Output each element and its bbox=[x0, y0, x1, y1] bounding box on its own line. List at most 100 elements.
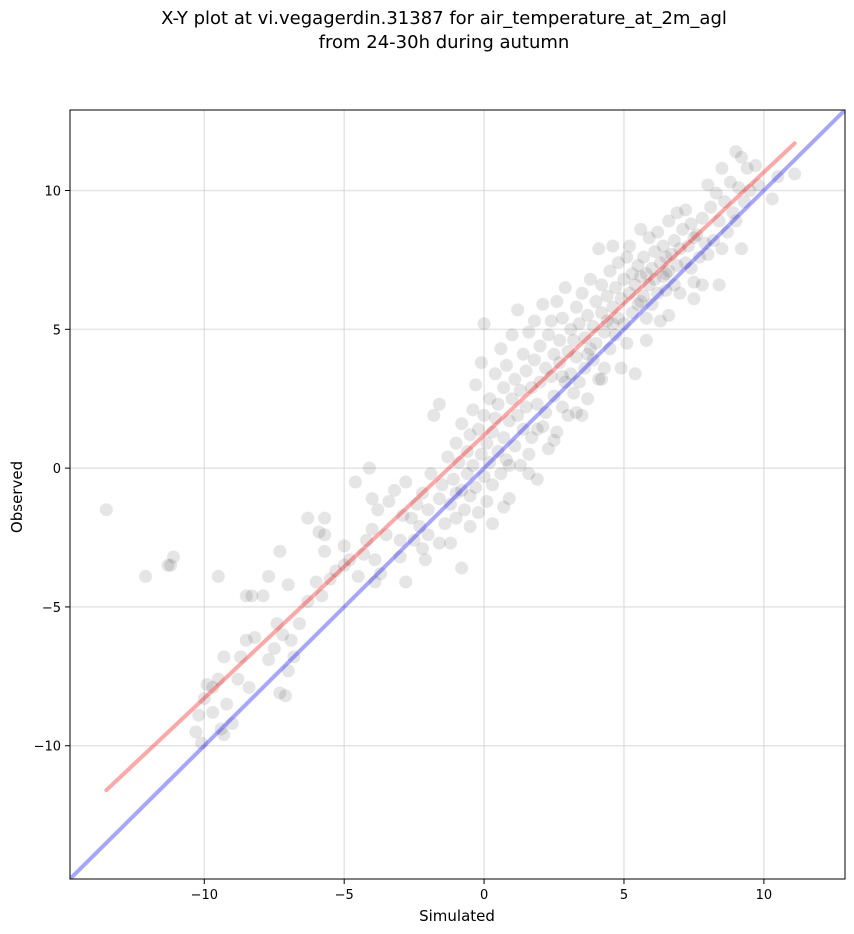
scatter-point bbox=[670, 258, 684, 272]
scatter-point bbox=[516, 422, 530, 436]
scatter-point bbox=[586, 320, 600, 334]
scatter-point bbox=[278, 689, 292, 703]
y-axis-label: Observed bbox=[8, 461, 26, 533]
scatter-point bbox=[609, 328, 623, 342]
scatter-point bbox=[281, 664, 295, 678]
scatter-point bbox=[648, 272, 662, 286]
scatter-point bbox=[667, 278, 681, 292]
scatter-point bbox=[407, 533, 421, 547]
scatter-point bbox=[729, 214, 743, 228]
scatter-point bbox=[315, 589, 329, 603]
scatter-point bbox=[497, 381, 511, 395]
scatter-point bbox=[455, 483, 469, 497]
scatter-point bbox=[351, 569, 365, 583]
x-tick-label: 0 bbox=[480, 888, 488, 903]
scatter-point bbox=[737, 195, 751, 209]
scatter-point bbox=[505, 328, 519, 342]
scatter-point bbox=[444, 497, 458, 511]
scatter-point bbox=[421, 503, 435, 517]
scatter-point bbox=[765, 192, 779, 206]
scatter-point bbox=[530, 397, 544, 411]
scatter-point bbox=[362, 461, 376, 475]
scatter-point bbox=[701, 247, 715, 261]
scatter-point bbox=[432, 492, 446, 506]
scatter-point bbox=[217, 728, 231, 742]
scatter-point bbox=[536, 297, 550, 311]
scatter-point bbox=[452, 456, 466, 470]
x-tick-label: 5 bbox=[620, 888, 628, 903]
scatter-point bbox=[592, 372, 606, 386]
scatter-point bbox=[318, 544, 332, 558]
scatter-point bbox=[611, 256, 625, 270]
scatter-point bbox=[427, 408, 441, 422]
scatter-point bbox=[463, 428, 477, 442]
scatter-point bbox=[522, 467, 536, 481]
scatter-point bbox=[371, 503, 385, 517]
y-tick-label: 5 bbox=[53, 323, 61, 338]
scatter-point bbox=[569, 300, 583, 314]
y-tick-label: −10 bbox=[34, 740, 61, 755]
scatter-point bbox=[634, 270, 648, 284]
scatter-point bbox=[382, 494, 396, 508]
scatter-point bbox=[217, 650, 231, 664]
scatter-point bbox=[788, 167, 802, 181]
scatter-point bbox=[281, 578, 295, 592]
scatter-point bbox=[485, 425, 499, 439]
scatter-point bbox=[558, 375, 572, 389]
regression-line bbox=[104, 141, 797, 793]
scatter-point bbox=[194, 736, 208, 750]
scatter-point bbox=[318, 511, 332, 525]
scatter-point bbox=[569, 350, 583, 364]
scatter-point bbox=[248, 630, 262, 644]
scatter-point bbox=[539, 406, 553, 420]
scatter-point bbox=[651, 225, 665, 239]
scatter-point bbox=[667, 233, 681, 247]
scatter-point bbox=[555, 311, 569, 325]
scatter-point bbox=[421, 528, 435, 542]
scatter-point bbox=[508, 439, 522, 453]
scatter-point bbox=[463, 489, 477, 503]
scatter-point bbox=[701, 178, 715, 192]
scatter-point bbox=[740, 161, 754, 175]
scatter-point bbox=[547, 347, 561, 361]
scatter-point bbox=[435, 478, 449, 492]
scatter-point bbox=[242, 680, 256, 694]
scatter-point bbox=[544, 370, 558, 384]
scatter-point bbox=[460, 444, 474, 458]
scatter-point bbox=[606, 317, 620, 331]
scatter-point bbox=[483, 456, 497, 470]
scatter-point bbox=[466, 458, 480, 472]
scatter-point bbox=[497, 500, 511, 514]
scatter-point bbox=[687, 292, 701, 306]
scatter-point bbox=[642, 278, 656, 292]
axis-ticks: −10 −5 0 5 10 −10 −5 0 5 10 bbox=[34, 185, 773, 903]
scatter-point bbox=[432, 536, 446, 550]
scatter-points bbox=[99, 145, 802, 750]
scatter-point bbox=[623, 239, 637, 253]
scatter-point bbox=[471, 506, 485, 520]
scatter-point bbox=[301, 511, 315, 525]
scatter-point bbox=[589, 295, 603, 309]
scatter-point bbox=[424, 467, 438, 481]
scatter-point bbox=[309, 575, 323, 589]
scatter-point bbox=[723, 175, 737, 189]
scatter-point bbox=[488, 411, 502, 425]
scatter-point bbox=[732, 181, 746, 195]
scatter-point bbox=[499, 453, 513, 467]
scatter-point bbox=[513, 458, 527, 472]
scatter-point bbox=[583, 272, 597, 286]
scatter-point bbox=[695, 211, 709, 225]
scatter-point bbox=[541, 328, 555, 342]
scatter-point bbox=[539, 361, 553, 375]
scatter-point bbox=[693, 250, 707, 264]
scatter-point bbox=[606, 239, 620, 253]
scatter-point bbox=[220, 697, 234, 711]
scatter-point bbox=[681, 239, 695, 253]
scatter-point bbox=[491, 444, 505, 458]
scatter-point bbox=[631, 297, 645, 311]
scatter-point bbox=[558, 281, 572, 295]
scatter-point bbox=[715, 242, 729, 256]
scatter-point bbox=[273, 544, 287, 558]
scatter-point bbox=[553, 333, 567, 347]
scatter-point bbox=[653, 256, 667, 270]
